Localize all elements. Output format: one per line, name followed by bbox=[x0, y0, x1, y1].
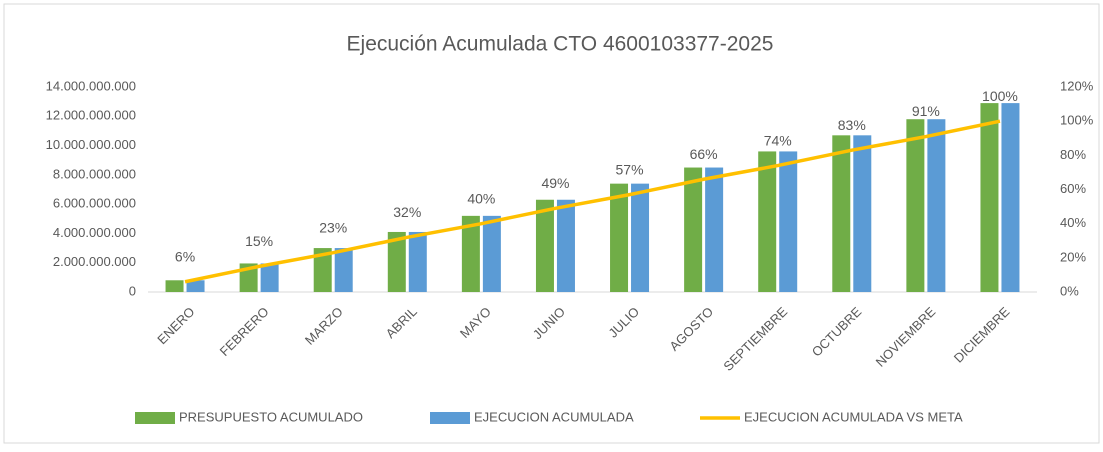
bar bbox=[779, 151, 798, 292]
bar bbox=[408, 231, 427, 292]
bar bbox=[832, 135, 851, 292]
line bbox=[184, 119, 1001, 284]
y2-tick-label: 120% bbox=[1060, 78, 1094, 93]
bar bbox=[853, 135, 872, 292]
legend-label: PRESUPUESTO ACUMULADO bbox=[179, 409, 363, 424]
y2-tick-label: 0% bbox=[1060, 283, 1079, 298]
y-tick-label: 0 bbox=[129, 283, 136, 298]
bar bbox=[482, 215, 501, 292]
bar bbox=[927, 119, 946, 292]
data-label: 57% bbox=[616, 161, 644, 177]
chart-title: Ejecución Acumulada CTO 4600103377-2025 bbox=[347, 33, 774, 56]
y-tick-label: 8.000.000.000 bbox=[53, 166, 136, 181]
y-tick-label: 14.000.000.000 bbox=[46, 78, 136, 93]
legend-label: EJECUCION ACUMULADA bbox=[474, 409, 634, 424]
legend-swatch bbox=[430, 412, 470, 424]
bar bbox=[705, 167, 724, 292]
y-tick-label: 12.000.000.000 bbox=[46, 108, 136, 123]
bar bbox=[684, 167, 703, 292]
bar bbox=[980, 103, 999, 292]
y2-tick-label: 40% bbox=[1060, 215, 1086, 230]
bar bbox=[387, 231, 406, 292]
bar bbox=[260, 263, 279, 292]
data-label: 74% bbox=[764, 132, 792, 148]
data-label: 6% bbox=[175, 248, 195, 264]
legend-swatch bbox=[135, 412, 175, 424]
y-tick-label: 2.000.000.000 bbox=[53, 254, 136, 269]
bar bbox=[165, 280, 184, 292]
data-label: 15% bbox=[245, 233, 273, 249]
data-label: 32% bbox=[393, 204, 421, 220]
data-label: 23% bbox=[319, 219, 347, 235]
bar bbox=[758, 151, 777, 292]
bar bbox=[334, 248, 353, 292]
data-label: 66% bbox=[690, 146, 718, 162]
bar bbox=[461, 215, 480, 292]
bar bbox=[313, 248, 332, 292]
bar bbox=[906, 119, 925, 292]
bar bbox=[610, 183, 629, 292]
y2-tick-label: 60% bbox=[1060, 181, 1086, 196]
data-label: 100% bbox=[982, 88, 1018, 104]
data-label: 49% bbox=[541, 175, 569, 191]
bar bbox=[556, 199, 575, 292]
data-label: 83% bbox=[838, 117, 866, 133]
data-label: 91% bbox=[912, 103, 940, 119]
y-tick-label: 6.000.000.000 bbox=[53, 196, 136, 211]
bar bbox=[631, 183, 650, 292]
y2-tick-label: 20% bbox=[1060, 249, 1086, 264]
data-label: 40% bbox=[467, 190, 495, 206]
bar bbox=[1001, 103, 1020, 292]
y-tick-label: 10.000.000.000 bbox=[46, 137, 136, 152]
y2-tick-label: 100% bbox=[1060, 113, 1094, 128]
legend-label: EJECUCION ACUMULADA VS META bbox=[744, 409, 963, 424]
y2-tick-label: 80% bbox=[1060, 147, 1086, 162]
bar bbox=[186, 280, 205, 292]
y-tick-label: 4.000.000.000 bbox=[53, 225, 136, 240]
bar bbox=[535, 199, 554, 292]
